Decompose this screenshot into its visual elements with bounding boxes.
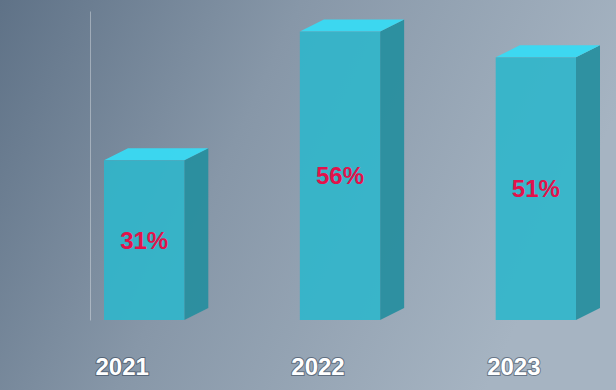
y-axis <box>90 12 91 321</box>
x-axis: 2021 2022 2023 <box>95 353 540 380</box>
data-label: 51% <box>512 175 560 202</box>
data-label: 31% <box>120 227 168 254</box>
bar-side <box>576 45 600 320</box>
bar-side <box>184 148 208 320</box>
x-tick: 2021 <box>95 353 148 380</box>
x-tick: 2023 <box>487 353 540 380</box>
bar <box>300 32 380 320</box>
x-tick: 2022 <box>291 353 344 380</box>
bars <box>104 20 600 320</box>
x-tick-label: 2021 <box>95 353 148 380</box>
bar-top <box>300 20 404 32</box>
data-label: 56% <box>316 162 364 189</box>
y-axis-line <box>90 12 91 321</box>
bar-3d <box>300 20 404 320</box>
background <box>0 0 616 390</box>
bar-top <box>104 148 208 160</box>
chart: 31% 56% 51% 2021 2022 2023 <box>0 0 616 390</box>
bar-top <box>496 45 600 57</box>
bar-side <box>380 20 404 320</box>
bar <box>104 160 184 320</box>
bar <box>496 57 576 320</box>
bar-3d <box>496 45 600 320</box>
x-tick-label: 2023 <box>487 353 540 380</box>
bar-3d <box>104 148 208 320</box>
data-labels: 31% 56% 51% <box>120 162 560 253</box>
x-tick-label: 2022 <box>291 353 344 380</box>
